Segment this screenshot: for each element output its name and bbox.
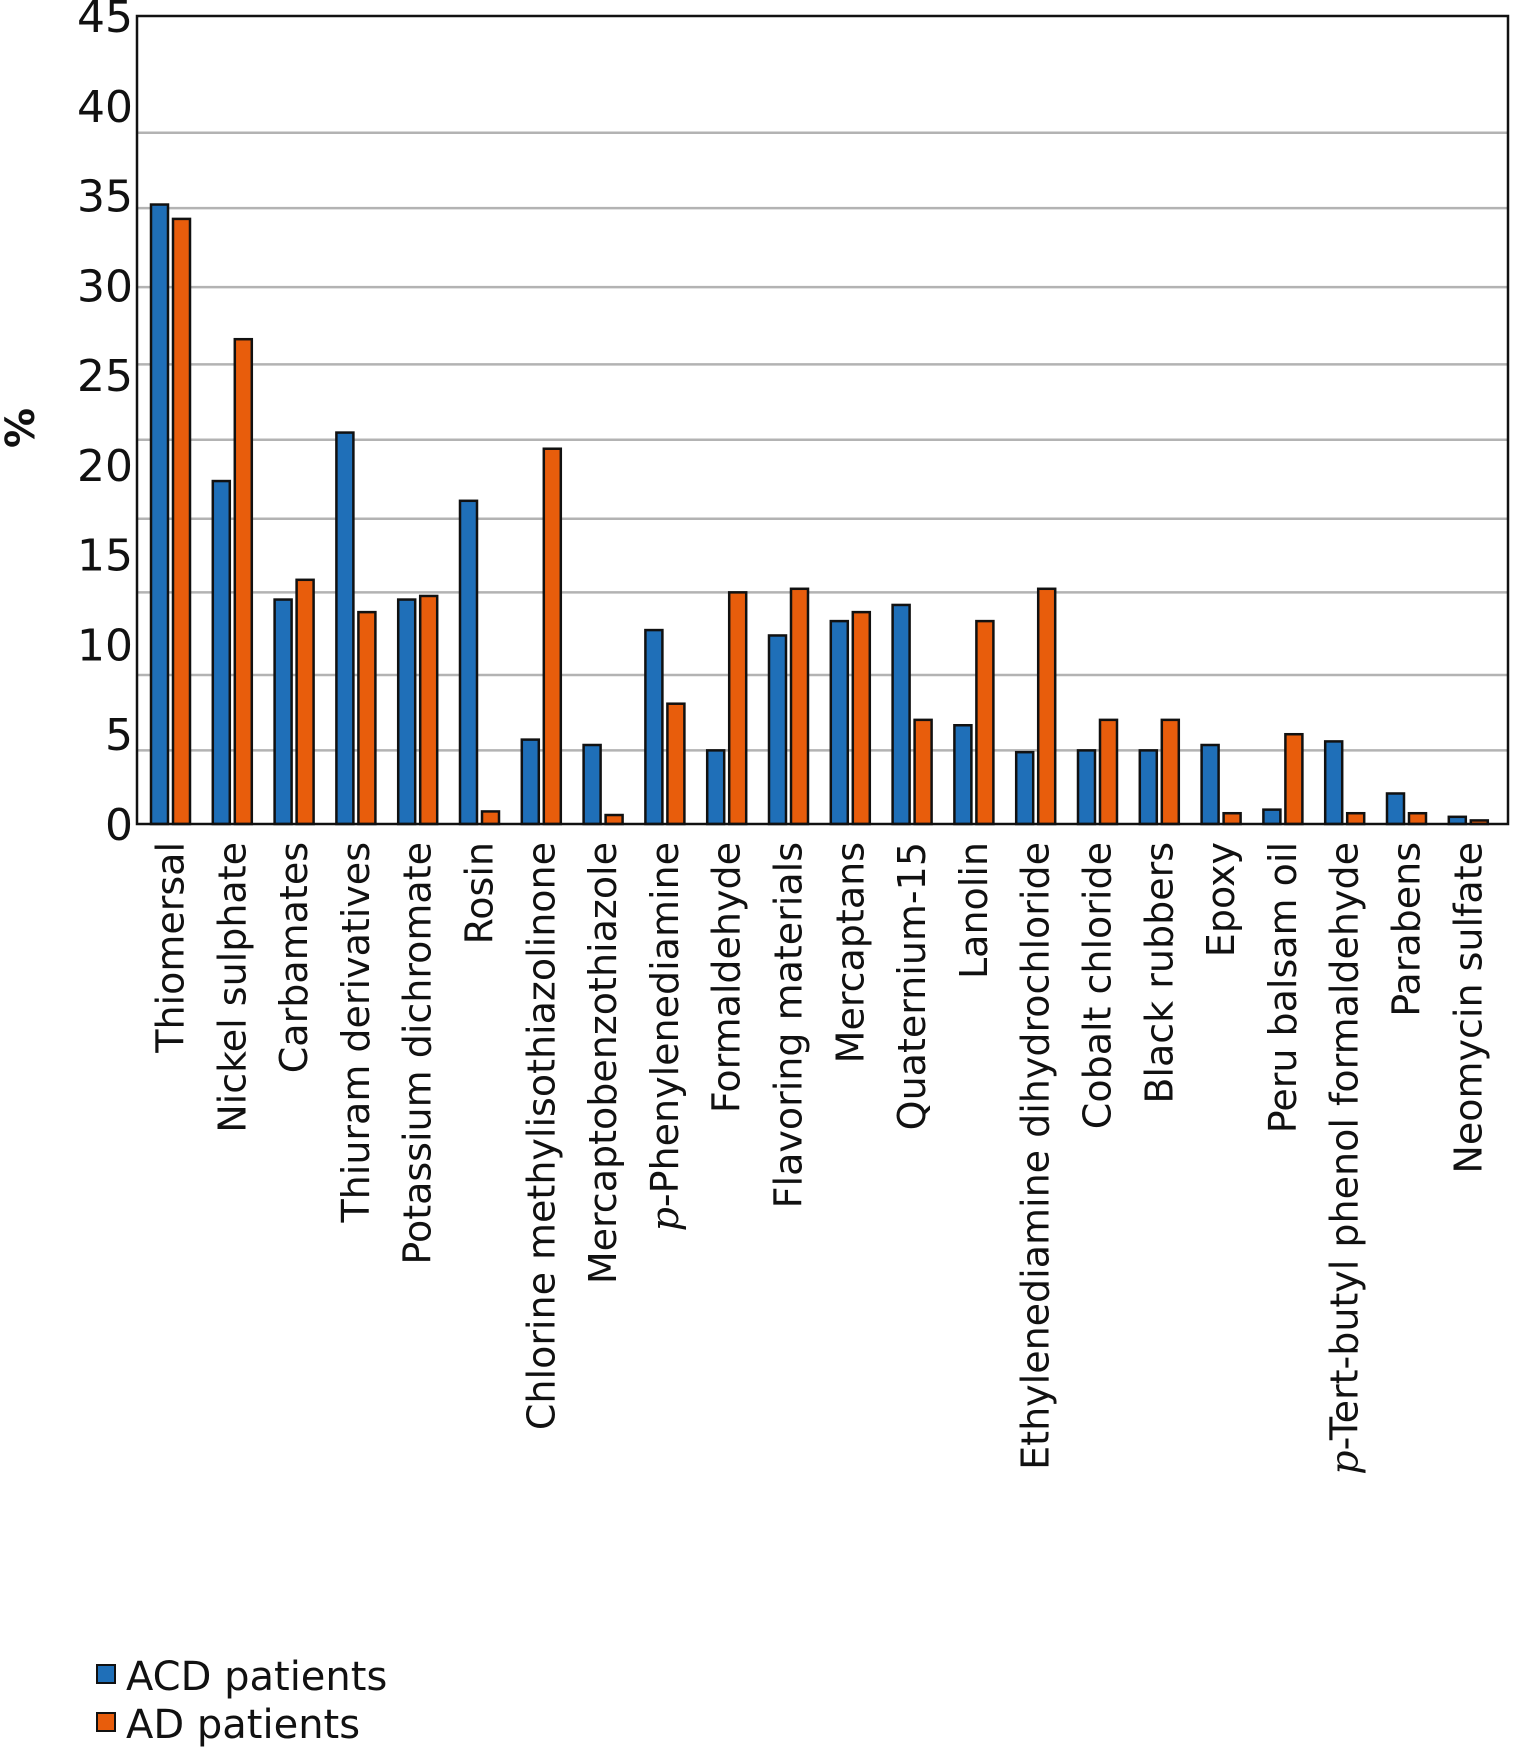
bar-ad [727, 591, 748, 826]
y-tick-label: 20 [77, 441, 133, 492]
x-tick-label: Peru balsam oil [1261, 842, 1305, 1133]
y-axis-ticks: 0 5 10 15 20 25 30 35 40 45 [77, 0, 133, 851]
bar-acd [829, 619, 850, 826]
bar-ad [604, 813, 624, 826]
bar-ad [1098, 718, 1119, 826]
y-tick-label: 35 [77, 172, 133, 223]
y-axis-label: % [0, 408, 44, 448]
bar-ad [1407, 811, 1428, 826]
bar-acd [582, 743, 602, 826]
x-tick-label: Formaldehyde [705, 842, 749, 1113]
bar-ad [295, 578, 315, 826]
x-tick-label: Mercaptobenzothiazole [581, 842, 625, 1284]
bar-acd [149, 203, 170, 826]
bar-acd [1385, 792, 1406, 826]
x-tick-label: Nickel sulphate [210, 842, 254, 1133]
x-tick-label: Chlorine methylisothiazolinone [519, 842, 563, 1430]
y-tick-label: 25 [77, 351, 133, 402]
bar-ad [913, 718, 933, 826]
y-tick-label: 30 [77, 261, 133, 312]
bar-acd [211, 479, 232, 826]
x-tick-label: Thiomersal [149, 842, 193, 1054]
bar-acd [1076, 749, 1097, 826]
bar-ad [1160, 718, 1181, 826]
x-tick-label: Ethylenediamine dihydrochloride [1014, 842, 1058, 1470]
bar-acd [396, 598, 417, 826]
bar-acd [644, 628, 664, 826]
bar-acd [1014, 750, 1035, 826]
bar-ad [1222, 811, 1242, 826]
x-tick-label: Lanolin [952, 842, 996, 979]
legend-label: ACD patients [126, 1654, 387, 1700]
x-axis-labels: Thiomersal Nickel sulphate Carbamates Thiur… [149, 842, 1491, 1475]
bars [149, 203, 1490, 826]
x-tick-label: Thiuram derivatives [334, 842, 378, 1224]
x-tick-label: Rosin [458, 842, 502, 944]
bar-acd [1138, 749, 1159, 826]
bar-ad [851, 610, 872, 826]
y-tick-label: 40 [77, 82, 133, 133]
x-tick-label: Epoxy [1199, 842, 1243, 957]
x-tick-label: Cobalt chloride [1076, 842, 1120, 1129]
bar-acd [1262, 808, 1282, 826]
bar-ad [666, 702, 686, 826]
bar-ad [789, 587, 810, 826]
bar-acd [1200, 743, 1220, 826]
x-tick-label: Black rubbers [1137, 842, 1181, 1104]
bar-ad [233, 337, 254, 826]
bar-ad [1345, 811, 1366, 826]
plot-frame [135, 14, 1510, 826]
legend-label: AD patients [126, 1702, 360, 1748]
bar-acd [953, 723, 973, 826]
y-tick-label: 15 [77, 531, 133, 582]
x-tick-label: Carbamates [272, 842, 316, 1073]
legend-swatch [96, 1664, 116, 1684]
bar-ad [1036, 587, 1057, 826]
y-tick-label: 5 [105, 710, 133, 761]
bar-ad [171, 217, 192, 826]
x-tick-label: Flavoring materials [767, 842, 811, 1208]
bar-ad [418, 594, 439, 826]
bar-acd [520, 738, 541, 826]
x-tick-label: Quaternium-15 [890, 842, 934, 1130]
y-tick-label: 10 [77, 620, 133, 671]
x-tick-label: Mercaptans [828, 842, 872, 1063]
y-tick-label: 0 [105, 800, 133, 851]
bar-ad [480, 810, 501, 826]
x-tick-label: Potassium dichromate [396, 842, 440, 1265]
legend-swatch [96, 1712, 116, 1732]
x-tick-label: p-Tert-butyl phenol formaldehyde [1323, 842, 1367, 1475]
y-tick-label: 45 [77, 0, 133, 43]
bar-acd [705, 749, 726, 826]
bar-acd [767, 634, 788, 826]
bar-ad [357, 610, 377, 826]
x-tick-label: p-Phenylenediamine [643, 842, 687, 1231]
bar-acd [891, 603, 911, 826]
bar-acd [335, 431, 355, 826]
x-tick-label: Parabens [1385, 842, 1429, 1017]
bar-acd [458, 499, 479, 826]
bar-acd [1323, 740, 1344, 826]
bar-ad [975, 619, 995, 826]
bar-acd [273, 598, 293, 826]
bar-ad [1284, 732, 1304, 826]
bar-ad [542, 447, 563, 826]
x-tick-label: Neomycin sulfate [1446, 842, 1490, 1174]
